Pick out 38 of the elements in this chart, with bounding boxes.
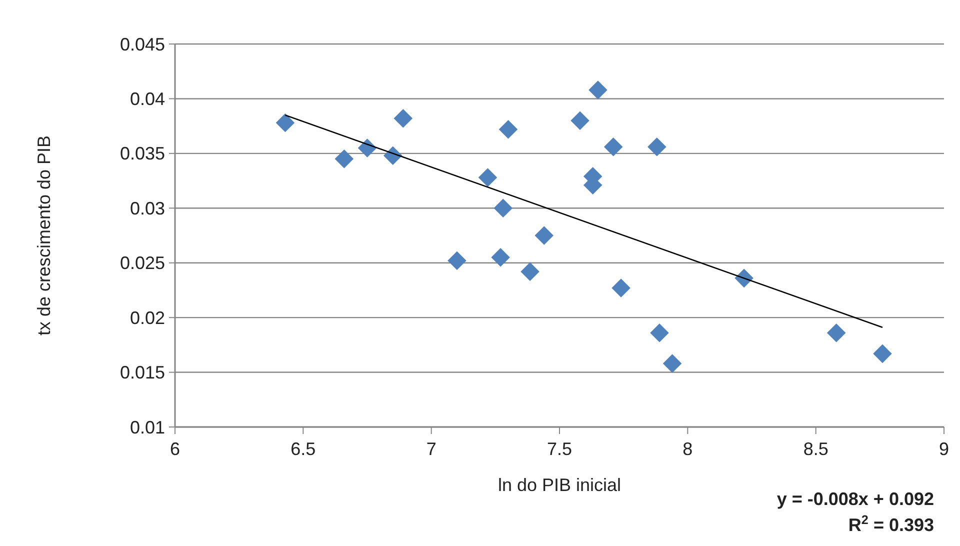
point (650, 324, 669, 342)
y-tick-label: 0.04 (130, 89, 165, 110)
x-tick-label: 9 (938, 439, 950, 459)
point (276, 113, 295, 132)
x-tick-label: 7 (426, 439, 436, 459)
point (826, 324, 846, 342)
point (588, 80, 608, 100)
x-tick-label: 6 (170, 439, 180, 459)
point (648, 137, 666, 156)
point (534, 226, 554, 245)
y-tick-label: 0.02 (130, 308, 165, 328)
point (498, 120, 518, 139)
x-tick-label: 8.5 (803, 439, 828, 459)
y-tick-label: 0.03 (130, 198, 165, 218)
y-axis-title: tx de crescimento do PIB (34, 135, 54, 336)
y-tick-label: 0.025 (120, 253, 165, 274)
y-tick-label: 0.015 (120, 362, 165, 383)
text: y = -0.008x + 0.092 (776, 489, 934, 509)
x-tick-label: 7.5 (546, 439, 572, 459)
point (604, 137, 623, 156)
y-tick-label: 0.035 (120, 144, 165, 164)
y-tick-label: 0.045 (120, 34, 165, 54)
point (494, 198, 512, 218)
point (873, 344, 892, 364)
point (491, 248, 510, 267)
point (478, 168, 498, 187)
point (448, 251, 466, 270)
point (570, 111, 590, 130)
point (520, 262, 540, 281)
point (334, 150, 354, 168)
point (394, 109, 413, 128)
y-tick-label: 0.01 (130, 417, 165, 438)
x-tick-label: 6.5 (290, 439, 316, 459)
x-tick-label: 8 (682, 439, 693, 459)
point (612, 278, 630, 298)
x-axis-title: ln do PIB inicial (498, 475, 622, 495)
point (662, 354, 682, 373)
text: R$^{2}$ = 0.393 (848, 513, 934, 535)
